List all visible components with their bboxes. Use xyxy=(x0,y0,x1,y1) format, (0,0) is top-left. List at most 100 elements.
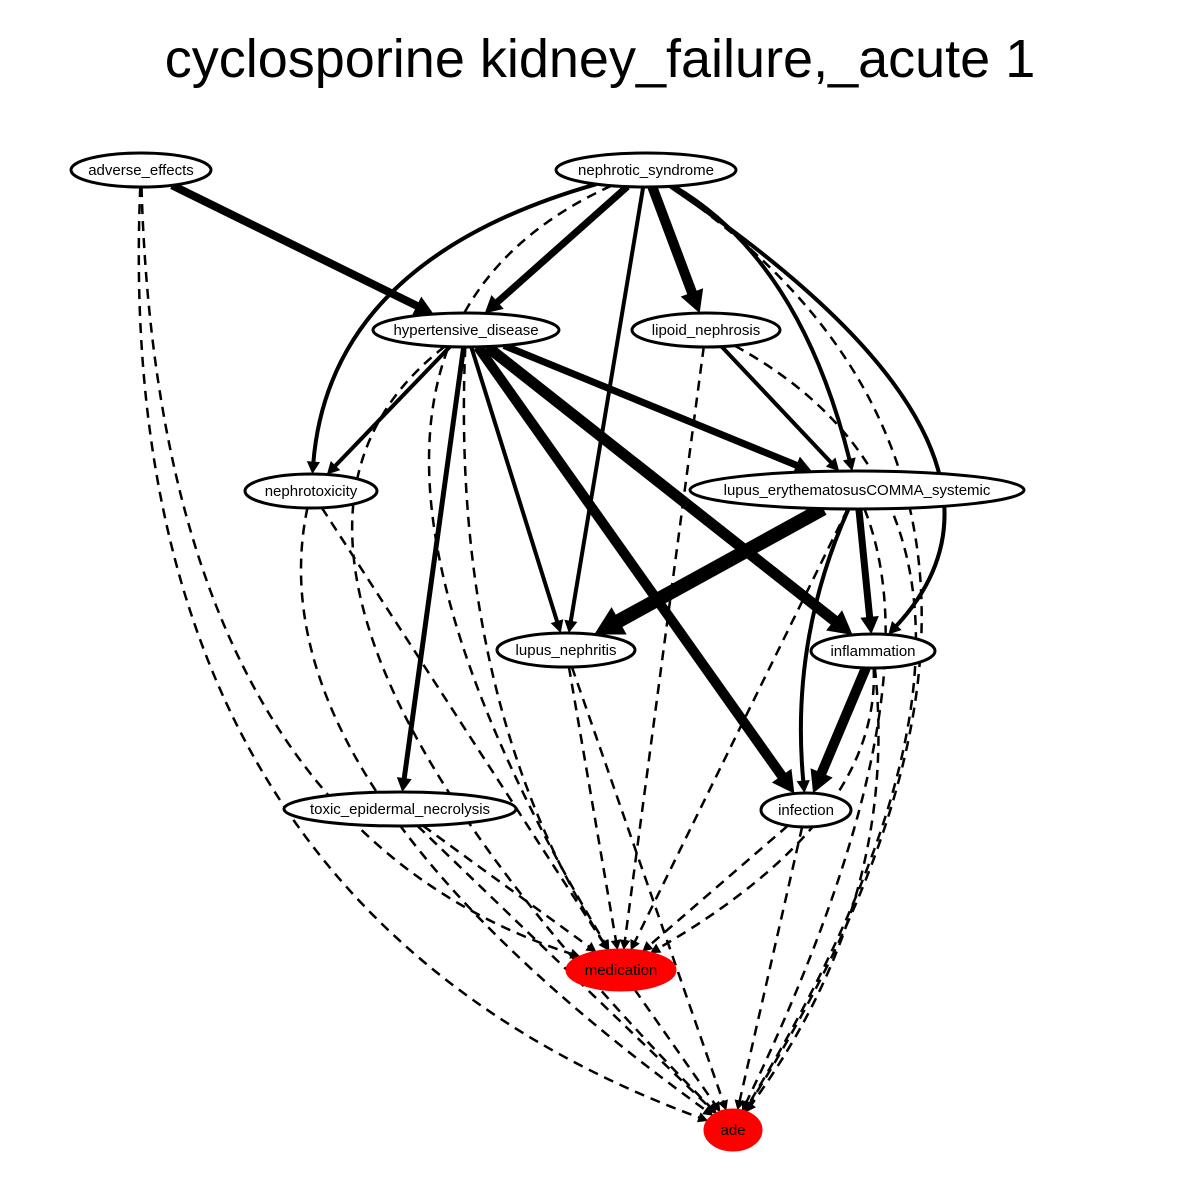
node-label-adverse_effects: adverse_effects xyxy=(88,162,194,179)
edge-arrowhead-nephrotic_syndrome-to-lipoid_nephrosis xyxy=(680,288,704,314)
edges-layer xyxy=(137,181,947,1123)
edge-adverse_effects-to-hypertensive_disease xyxy=(170,181,421,311)
node-nephrotic_syndrome[interactable]: nephrotic_syndrome xyxy=(554,151,738,189)
node-shape-lupus_systemic xyxy=(688,469,1026,511)
edge-arrowhead-nephrotic_syndrome-to-lupus_nephritis xyxy=(564,619,578,634)
edge-arrowhead-medication-to-ade xyxy=(710,1100,721,1113)
node-shape-lupus_nephritis xyxy=(495,631,637,669)
node-lipoid_nephrosis[interactable]: lipoid_nephrosis xyxy=(630,311,782,349)
edge-hypertensive_disease-to-toxic_epidermal_necrolysis xyxy=(401,346,467,780)
edge-hypertensive_disease-to-ade xyxy=(350,345,712,1109)
edge-arrowhead-adverse_effects-to-hypertensive_disease xyxy=(412,296,434,315)
node-shape-hypertensive_disease xyxy=(371,311,561,349)
edge-lupus_nephritis-to-ade xyxy=(570,666,725,1103)
node-label-lupus_nephritis: lupus_nephritis xyxy=(516,642,617,659)
node-label-lipoid_nephrosis: lipoid_nephrosis xyxy=(652,322,760,339)
node-shape-adverse_effects xyxy=(69,151,213,189)
edge-lupus_systemic-to-infection xyxy=(798,508,851,783)
graph-title: cyclosporine kidney_failure,_acute 1 xyxy=(164,29,1036,89)
edge-arrowhead-lupus_nephritis-to-medication xyxy=(610,939,622,951)
edge-arrowhead-hypertensive_disease-to-inflammation xyxy=(826,610,853,635)
edge-arrowhead-lupus_systemic-to-inflammation xyxy=(860,615,879,635)
edge-nephrotic_syndrome-to-ade xyxy=(669,185,923,1105)
node-hypertensive_disease[interactable]: hypertensive_disease xyxy=(371,311,561,349)
node-label-toxic_epidermal_necrolysis: toxic_epidermal_necrolysis xyxy=(310,801,490,818)
edge-hypertensive_disease-to-nephrotoxicity xyxy=(333,345,452,468)
edge-hypertensive_disease-to-lupus_nephritis xyxy=(469,346,560,623)
node-nephrotoxicity[interactable]: nephrotoxicity xyxy=(243,472,379,510)
node-shape-inflammation xyxy=(809,632,937,670)
edge-arrowhead-hypertensive_disease-to-lupus_systemic xyxy=(792,456,813,474)
edge-arrowhead-lupus_systemic-to-infection xyxy=(796,780,810,794)
edge-medication-to-ade xyxy=(633,988,717,1106)
node-lupus_nephritis[interactable]: lupus_nephritis xyxy=(495,631,637,669)
node-inflammation[interactable]: inflammation xyxy=(809,632,937,670)
edge-arrowhead-hypertensive_disease-to-nephrotoxicity xyxy=(326,460,341,475)
edge-arrowhead-nephrotic_syndrome-to-inflammation xyxy=(888,620,902,635)
node-label-lupus_systemic: lupus_erythematosusCOMMA_systemic xyxy=(724,482,991,499)
edge-nephrotic_syndrome-to-lipoid_nephrosis xyxy=(647,185,698,297)
edge-arrowhead-inflammation-to-medication xyxy=(650,943,662,954)
edge-arrowhead-hypertensive_disease-to-lupus_nephritis xyxy=(550,619,564,634)
edge-arrowhead-hypertensive_disease-to-toxic_epidermal_necrolysis xyxy=(396,777,412,793)
edge-lipoid_nephrosis-to-lupus_systemic xyxy=(720,345,833,465)
edge-arrowhead-nephrotic_syndrome-to-hypertensive_disease xyxy=(484,294,504,314)
node-shape-infection xyxy=(759,791,853,829)
edge-toxic_epidermal_necrolysis-to-medication xyxy=(422,824,590,948)
edge-arrowhead-lupus_nephritis-to-ade xyxy=(718,1099,728,1111)
edge-lupus_systemic-to-lupus_nephritis xyxy=(613,502,827,629)
edge-lupus_systemic-to-medication xyxy=(633,508,849,943)
nodes-layer: adverse_effects nephrotic_syndromehyperte… xyxy=(69,151,1026,1152)
edge-lupus_systemic-to-inflammation xyxy=(855,508,874,619)
node-ade[interactable]: ade xyxy=(703,1108,763,1152)
edge-hypertensive_disease-to-inflammation xyxy=(483,342,840,627)
edge-nephrotic_syndrome-to-nephrotoxicity xyxy=(311,182,597,464)
node-shape-medication xyxy=(565,948,677,992)
edge-adverse_effects-to-medication xyxy=(140,186,573,956)
edge-arrowhead-lipoid_nephrosis-to-lupus_systemic xyxy=(825,457,840,472)
node-label-nephrotic_syndrome: nephrotic_syndrome xyxy=(578,162,714,179)
edge-arrowhead-hypertensive_disease-to-infection xyxy=(771,768,795,794)
node-lupus_systemic[interactable]: lupus_erythematosusCOMMA_systemic xyxy=(688,469,1026,511)
edge-arrowhead-inflammation-to-ade xyxy=(745,1101,757,1113)
edge-arrowhead-nephrotic_syndrome-to-nephrotoxicity xyxy=(306,461,320,475)
edge-arrowhead-infection-to-medication xyxy=(642,941,654,952)
edge-nephrotic_syndrome-to-hypertensive_disease xyxy=(493,184,630,306)
node-adverse_effects[interactable]: adverse_effects xyxy=(69,151,213,189)
edge-nephrotic_syndrome-to-lupus_nephritis xyxy=(568,186,646,623)
node-shape-toxic_epidermal_necrolysis xyxy=(282,790,518,828)
edge-nephrotic_syndrome-to-lupus_systemic xyxy=(672,184,852,461)
edge-arrowhead-lupus_systemic-to-medication xyxy=(630,939,640,951)
edge-nephrotoxicity-to-medication xyxy=(320,507,605,944)
node-shape-nephrotoxicity xyxy=(243,472,379,510)
node-toxic_epidermal_necrolysis[interactable]: toxic_epidermal_necrolysis xyxy=(282,790,518,828)
node-shape-lipoid_nephrosis xyxy=(630,311,782,349)
edge-arrowhead-infection-to-ade xyxy=(734,1099,745,1111)
node-label-medication: medication xyxy=(585,962,658,979)
edge-hypertensive_disease-to-lupus_systemic xyxy=(502,342,800,470)
edge-lupus_nephritis-to-medication xyxy=(567,666,618,942)
edge-arrowhead-nephrotic_syndrome-to-lupus_systemic xyxy=(842,457,856,472)
node-shape-ade xyxy=(703,1108,763,1152)
edge-nephrotic_syndrome-to-medication xyxy=(427,184,612,944)
edge-lupus_systemic-to-ade xyxy=(744,508,887,1104)
edge-arrowhead-inflammation-to-infection xyxy=(810,768,833,794)
edge-arrowhead-lupus_systemic-to-ade xyxy=(741,1099,752,1112)
node-medication[interactable]: medication xyxy=(565,948,677,992)
node-label-infection: infection xyxy=(778,802,834,819)
edge-infection-to-medication xyxy=(648,824,789,947)
node-shape-nephrotic_syndrome xyxy=(554,151,738,189)
edge-lipoid_nephrosis-to-ade xyxy=(734,344,918,1105)
node-label-inflammation: inflammation xyxy=(830,643,915,660)
edge-lipoid_nephrosis-to-medication xyxy=(623,346,705,942)
edge-inflammation-to-ade xyxy=(750,667,880,1106)
node-infection[interactable]: infection xyxy=(759,791,853,829)
node-label-ade: ade xyxy=(720,1122,745,1139)
edge-hypertensive_disease-to-medication xyxy=(462,346,605,944)
edge-arrowhead-nephrotoxicity-to-medication xyxy=(598,939,609,951)
edge-arrowhead-lipoid_nephrosis-to-medication xyxy=(619,939,631,951)
edge-inflammation-to-infection xyxy=(816,665,871,777)
node-label-nephrotoxicity: nephrotoxicity xyxy=(265,483,358,500)
edge-infection-to-ade xyxy=(738,826,804,1102)
